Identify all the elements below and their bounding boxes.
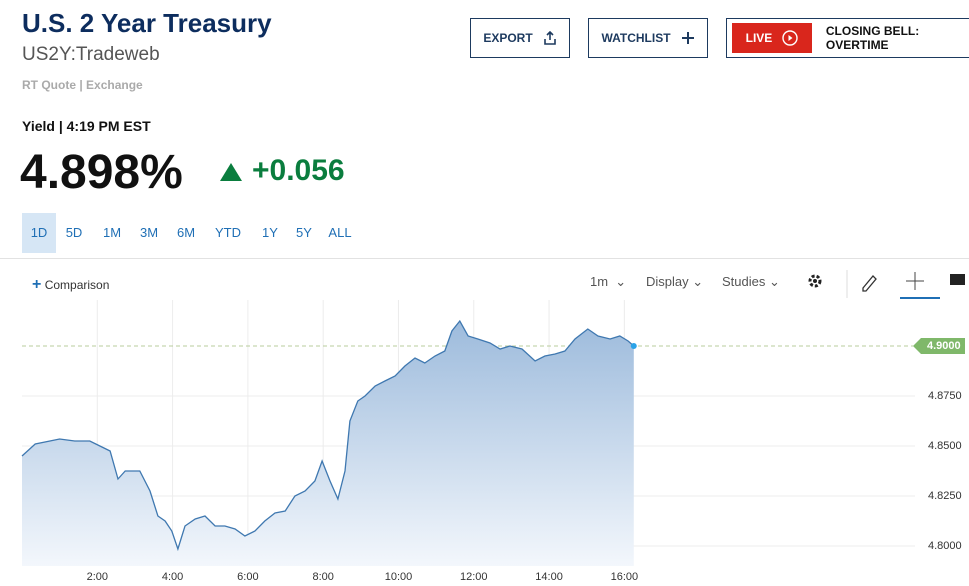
live-banner[interactable]: LIVE CLOSING BELL: OVERTIME (726, 18, 969, 58)
x-tick-label: 10:00 (385, 571, 413, 583)
line (21, 319, 635, 552)
studies-menu[interactable]: Studies ⌄ (722, 274, 780, 289)
last-price-tag (913, 338, 965, 354)
range-tab[interactable]: ALL (328, 225, 352, 240)
range-tab[interactable]: YTD (215, 225, 241, 240)
range-tab[interactable]: 1M (102, 225, 122, 240)
icon (681, 32, 694, 44)
y-tick-label: 4.8750 (928, 390, 962, 402)
icon (543, 31, 556, 45)
x-tick-label: 14:00 (535, 571, 563, 583)
title: U.S. 2 Year Treasury (22, 8, 272, 38)
y-tick-label: 4.8500 (928, 440, 962, 452)
label: Display (646, 274, 689, 289)
live-text: CLOSING BELL: OVERTIME (825, 24, 920, 52)
last-price-label: 4.9000 (927, 340, 961, 352)
divider (0, 258, 969, 259)
range-tab[interactable]: 6M (176, 225, 196, 240)
export-button[interactable]: EXPORT (470, 18, 570, 58)
tool-icons (808, 270, 965, 299)
range-tab[interactable]: 1D (22, 213, 56, 253)
watchlist-button[interactable]: WATCHLIST (588, 18, 708, 58)
range-tab[interactable]: 5Y (296, 225, 312, 240)
x-tick-label: 4:00 (162, 571, 183, 583)
x-tick-label: 8:00 (312, 571, 333, 583)
label: LIVE (745, 31, 773, 45)
display-menu[interactable]: Display ⌄ (646, 274, 704, 289)
price: 4.898% (20, 146, 183, 199)
range-tab[interactable]: 1Y (262, 225, 278, 240)
icon (782, 30, 798, 46)
change: +0.056 (252, 154, 345, 187)
range-tab[interactable]: 3M (139, 225, 159, 240)
area (22, 321, 634, 566)
label: Comparison (44, 278, 110, 292)
symbol: US2Y:Tradeweb (22, 44, 160, 65)
quote-label: Yield | 4:19 PM EST (22, 118, 151, 134)
x-tick-label: 12:00 (460, 571, 488, 583)
interval-menu[interactable]: 1m ⌄ (590, 274, 627, 289)
range-tab[interactable]: 5D (65, 225, 83, 240)
y-tick-label: 4.8000 (928, 540, 962, 552)
label: Studies (722, 274, 766, 289)
last-point (630, 343, 637, 349)
x-tick-label: 16:00 (611, 571, 639, 583)
label: WATCHLIST (601, 31, 671, 45)
comparison-button[interactable]: + Comparison (32, 276, 110, 293)
y-tick-label: 4.8250 (928, 490, 962, 502)
x-tick-label: 2:00 (87, 571, 108, 583)
label: 1m (590, 274, 609, 289)
up-arrow (220, 163, 242, 181)
quote-source: RT Quote | Exchange (22, 78, 143, 92)
live-badge: LIVE (732, 23, 812, 53)
x-tick-label: 6:00 (237, 571, 258, 583)
label: EXPORT (483, 31, 533, 45)
